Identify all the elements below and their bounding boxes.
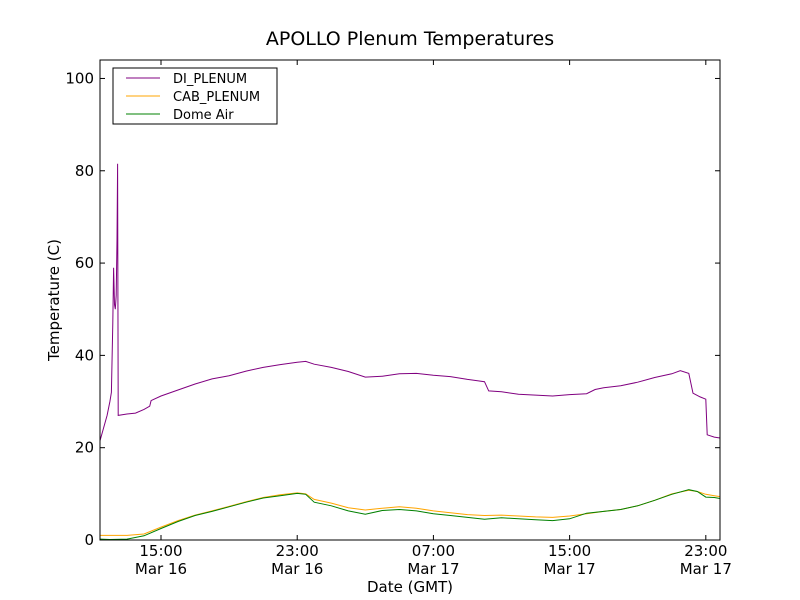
x-tick-date-0: Mar 16 bbox=[135, 560, 187, 578]
series-line-2 bbox=[99, 489, 721, 541]
x-tick-label-2: 07:00 bbox=[412, 542, 455, 560]
x-tick-date-1: Mar 16 bbox=[271, 560, 323, 578]
series-line-0 bbox=[99, 163, 721, 441]
y-tick-label-4: 80 bbox=[75, 162, 94, 180]
plot-frame bbox=[99, 59, 721, 541]
x-tick-label-3: 15:00 bbox=[548, 542, 591, 560]
x-axis-label: Date (GMT) bbox=[367, 578, 453, 596]
x-tick-label-0: 15:00 bbox=[139, 542, 182, 560]
x-tick-label-1: 23:00 bbox=[276, 542, 319, 560]
legend-label-1: CAB_PLENUM bbox=[173, 90, 260, 105]
x-tick-date-2: Mar 17 bbox=[407, 560, 459, 578]
x-tick-label-4: 23:00 bbox=[684, 542, 727, 560]
y-tick-label-5: 100 bbox=[65, 69, 94, 87]
chart-title: APOLLO Plenum Temperatures bbox=[266, 28, 554, 50]
x-tick-date-4: Mar 17 bbox=[680, 560, 732, 578]
legend-label-2: Dome Air bbox=[173, 108, 234, 123]
legend-label-0: DI_PLENUM bbox=[173, 72, 247, 87]
x-tick-date-3: Mar 17 bbox=[544, 560, 596, 578]
y-tick-label-1: 20 bbox=[75, 439, 94, 457]
y-tick-label-0: 0 bbox=[84, 531, 94, 549]
series-layer bbox=[99, 163, 721, 541]
y-tick-label-3: 60 bbox=[75, 254, 94, 272]
y-tick-label-2: 40 bbox=[75, 346, 94, 364]
legend: DI_PLENUM CAB_PLENUM Dome Air bbox=[112, 67, 278, 125]
y-axis-label: Temperature (C) bbox=[45, 239, 63, 362]
